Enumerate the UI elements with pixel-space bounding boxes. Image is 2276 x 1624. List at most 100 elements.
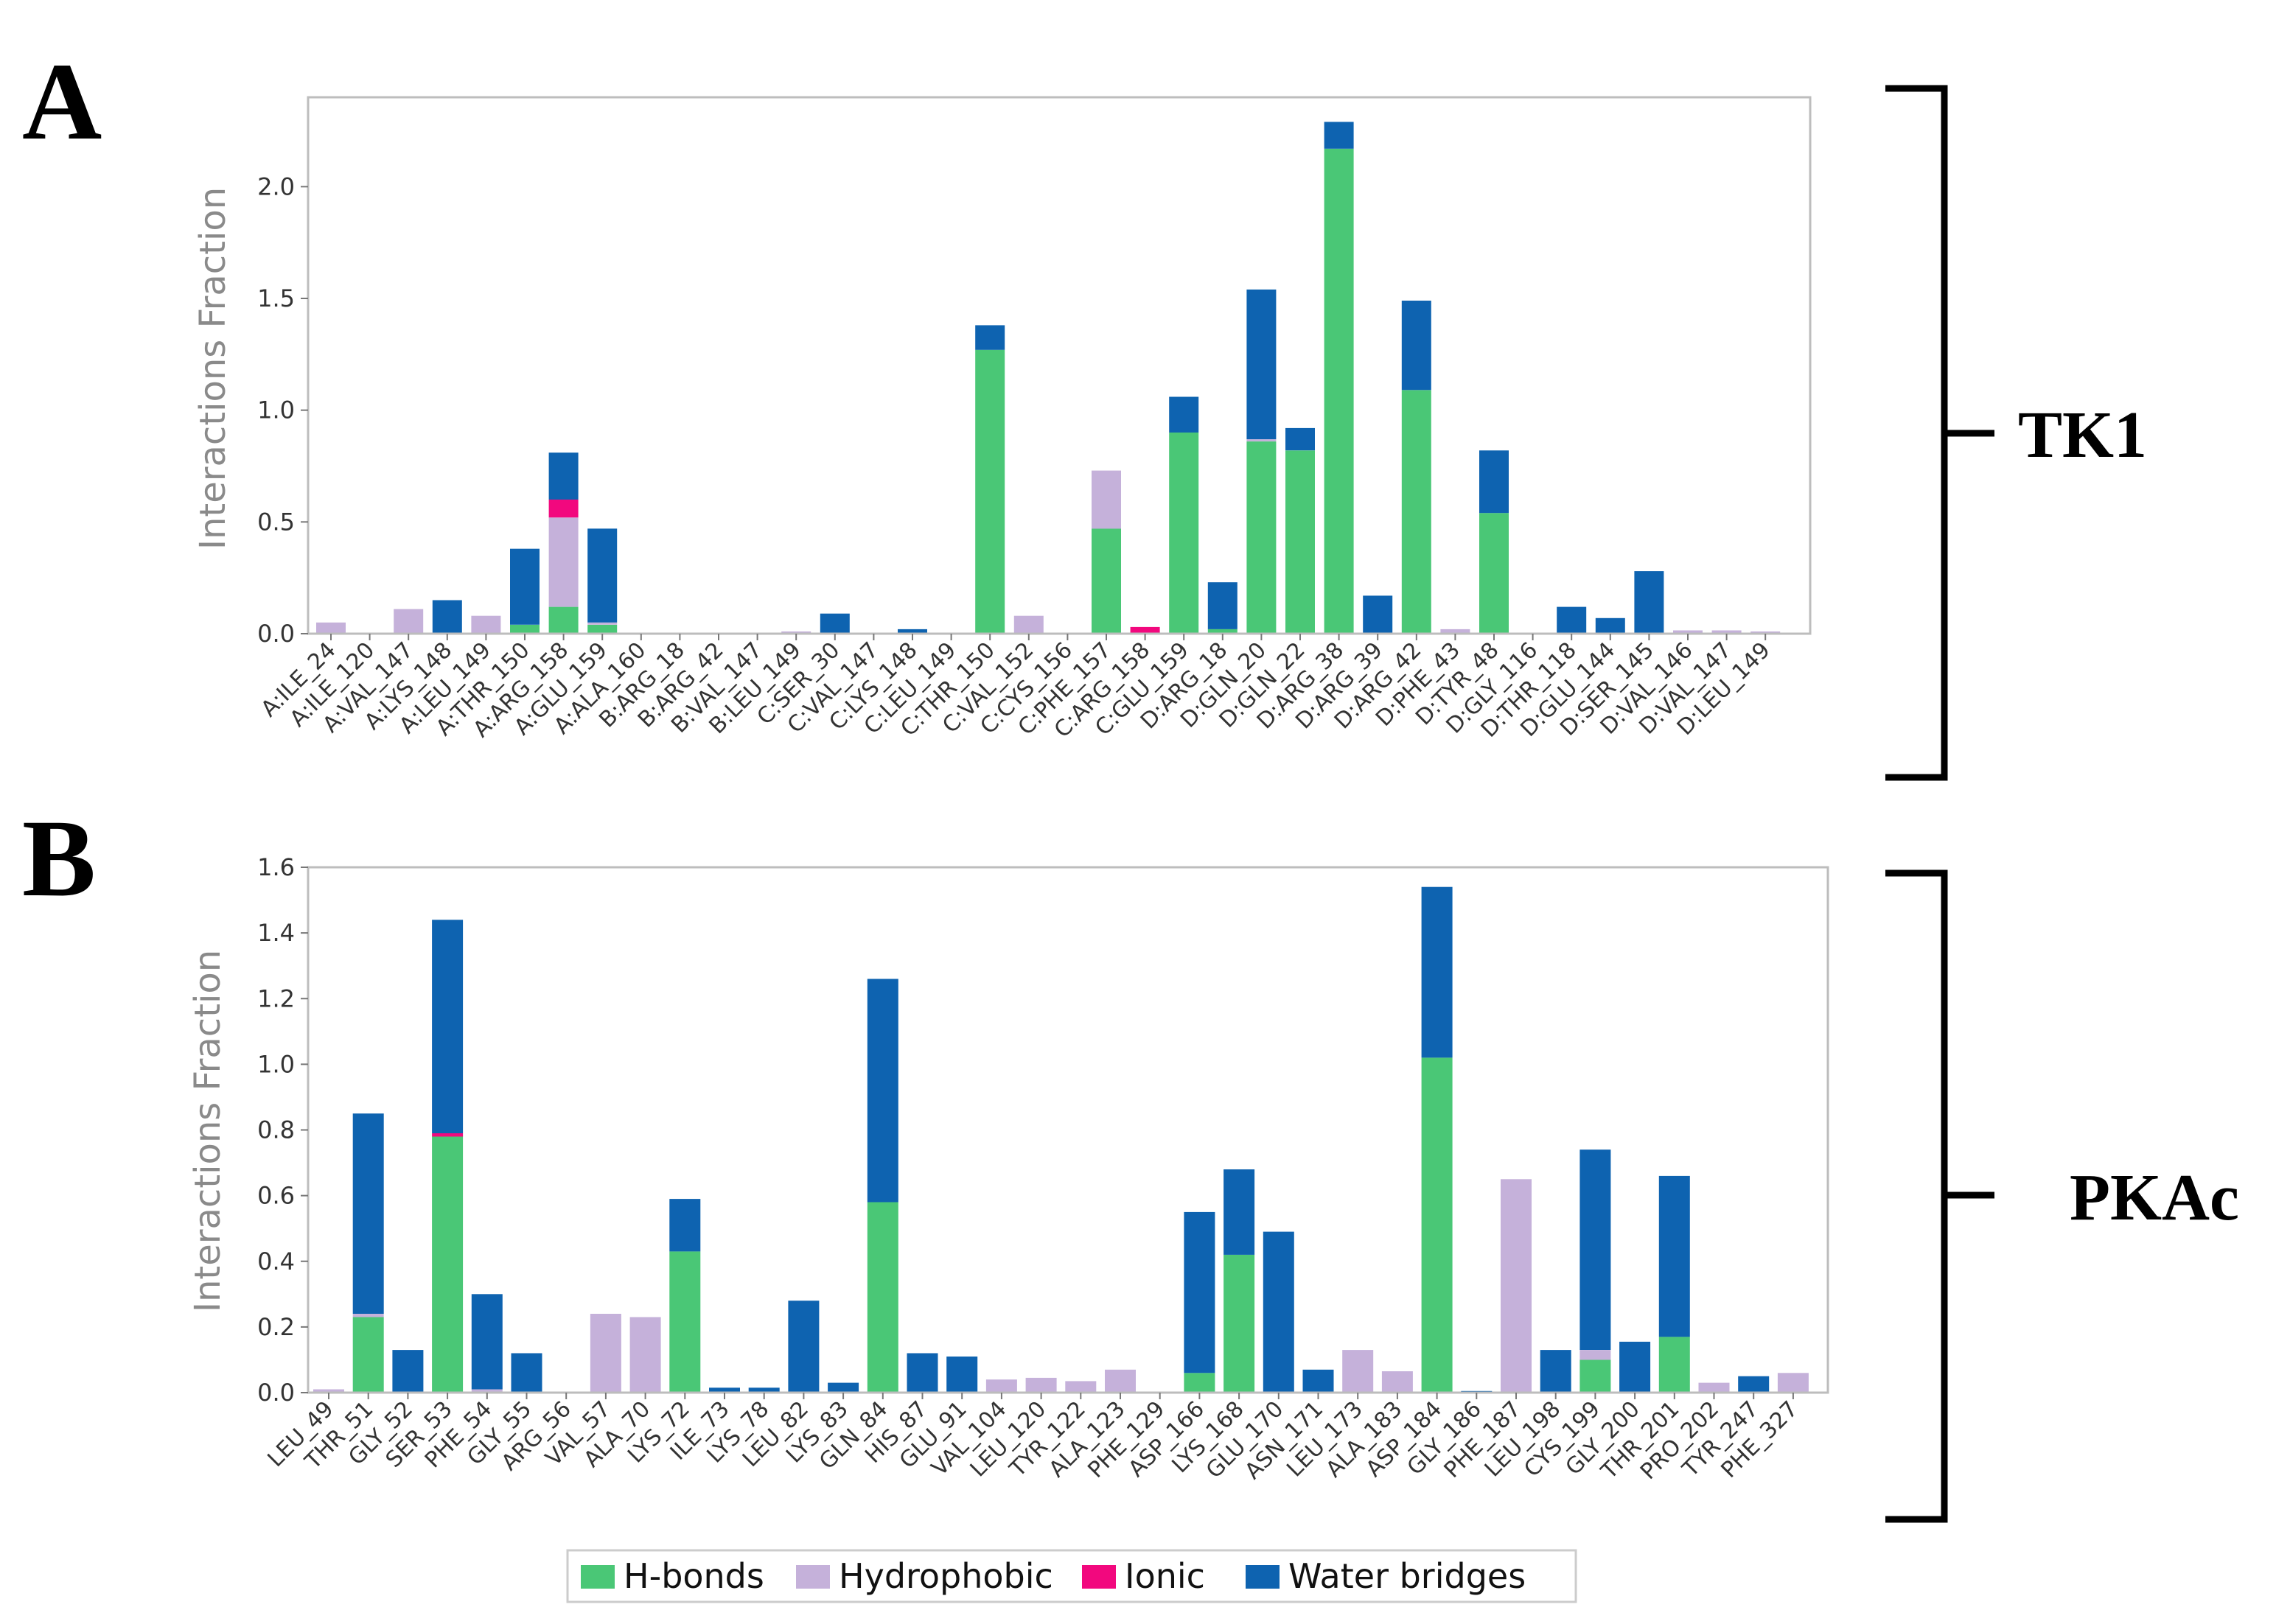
panel-a-bar-c-arg-158-ionic bbox=[1130, 626, 1160, 634]
panel-b-bar-ala-183-hydrophobic bbox=[1381, 1371, 1413, 1393]
panel-b-bar-ser-53-ionic bbox=[432, 1133, 464, 1137]
panel-b-bar-ser-53-hbonds bbox=[432, 1136, 464, 1393]
panel-b-y-tick-label: 0.0 bbox=[257, 1379, 295, 1407]
panel-b-bar-leu-198-water bbox=[1540, 1350, 1571, 1393]
panel-a-bar-d-gln-20-hydrophobic bbox=[1246, 439, 1277, 442]
legend-label-hydrophobic: Hydrophobic bbox=[839, 1556, 1053, 1596]
panel-b-bar-phe-54-water bbox=[471, 1294, 503, 1390]
panel-letter-b: B bbox=[22, 797, 96, 920]
panel-b-bracket bbox=[1885, 869, 1994, 1523]
panel-a-bars bbox=[316, 122, 1781, 634]
panel-a-bar-d-arg-42-water bbox=[1401, 301, 1431, 391]
panel-a-bar-c-ser-30-water bbox=[820, 613, 850, 634]
panel-b-y-tick-label: 0.2 bbox=[257, 1313, 295, 1341]
panel-a-bar-a-leu-149-hydrophobic bbox=[471, 615, 501, 634]
panel-b-bar-asp-166-water bbox=[1184, 1211, 1215, 1373]
panel-a-bar-d-arg-18-water bbox=[1207, 582, 1238, 629]
panel-a-bracket bbox=[1885, 85, 1994, 781]
panel-letter-a: A bbox=[22, 41, 102, 163]
panel-a-bar-c-val-152-hydrophobic bbox=[1013, 615, 1044, 634]
legend-swatch-hbonds bbox=[581, 1565, 615, 1589]
panel-b-bar-cys-199-water bbox=[1579, 1149, 1611, 1350]
panel-b-bar-leu-82-water bbox=[788, 1301, 820, 1393]
panel-b-bar-thr-51-hydrophobic bbox=[352, 1314, 384, 1317]
legend-label-hbonds: H-bonds bbox=[624, 1556, 764, 1596]
panel-b-bar-gln-84-hbonds bbox=[867, 1202, 898, 1393]
panel-b-bar-leu-49-hydrophobic bbox=[313, 1389, 344, 1393]
panel-b-bar-gly-200-water bbox=[1619, 1341, 1651, 1393]
panel-b-bar-lys-168-hbonds bbox=[1223, 1254, 1255, 1393]
legend: H-bonds Hydrophobic Ionic Water bridges bbox=[566, 1549, 1577, 1603]
panel-a-y-tick-label: 1.0 bbox=[257, 396, 295, 424]
panel-b-y-tick-label: 0.6 bbox=[257, 1182, 295, 1210]
panel-b-bar-leu-120-hydrophobic bbox=[1025, 1377, 1057, 1393]
panel-a-bar-c-phe-157-hydrophobic bbox=[1092, 470, 1121, 529]
panel-a-y-tick-label: 1.5 bbox=[257, 284, 295, 312]
panel-b-bar-ala-70-hydrophobic bbox=[629, 1317, 661, 1393]
panel-a-y-tick-label: 0.0 bbox=[257, 620, 295, 648]
panel-b-bar-thr-201-hbonds bbox=[1658, 1337, 1690, 1393]
legend-swatch-hydrophobic bbox=[796, 1565, 830, 1589]
panel-b-bar-lys-72-hbonds bbox=[669, 1251, 701, 1393]
panel-b-bar-tyr-122-hydrophobic bbox=[1065, 1381, 1097, 1393]
panel-b-bar-val-104-hydrophobic bbox=[985, 1379, 1017, 1393]
panel-a-bar-c-lys-148-water bbox=[898, 629, 927, 634]
panel-b-y-tick-label: 1.4 bbox=[257, 919, 295, 947]
panel-b-bar-his-87-water bbox=[907, 1353, 938, 1393]
panel-b-bar-thr-51-hbonds bbox=[352, 1317, 384, 1393]
panel-b-y-tick-label: 0.4 bbox=[257, 1247, 295, 1275]
panel-a-bar-a-glu-159-hbonds bbox=[587, 624, 618, 634]
panel-a-bar-c-thr-150-hbonds bbox=[975, 349, 1005, 634]
panel-b-bar-val-57-hydrophobic bbox=[590, 1314, 621, 1393]
panel-a-bar-a-thr-150-hbonds bbox=[510, 624, 540, 634]
panel-b-y-ticks: 0.0 0.2 0.4 0.6 0.8 1.0 1.2 1.4 1.6 bbox=[257, 853, 308, 1407]
panel-a-bar-d-gln-22-hbonds bbox=[1285, 450, 1315, 634]
panel-a-bar-d-glu-144-water bbox=[1595, 617, 1625, 634]
panel-a-bar-d-val-146-hydrophobic bbox=[1673, 630, 1703, 634]
panel-a-bar-a-val-147-hydrophobic bbox=[394, 609, 424, 634]
panel-b-bar-ser-53-water bbox=[432, 920, 464, 1133]
legend-label-ionic: Ionic bbox=[1125, 1556, 1205, 1596]
panel-a-bar-d-gln-22-water bbox=[1285, 427, 1315, 451]
panel-a-bar-d-arg-38-water bbox=[1324, 122, 1354, 149]
legend-swatch-water-bridges bbox=[1246, 1565, 1280, 1589]
panel-a-bar-a-glu-159-water bbox=[587, 528, 618, 623]
panel-b-bar-cys-199-hydrophobic bbox=[1579, 1350, 1611, 1360]
panel-a-y-axis-title: Interactions Fraction bbox=[192, 187, 234, 550]
panel-a-bar-d-arg-38-hbonds bbox=[1324, 148, 1354, 634]
panel-a-bar-a-thr-150-water bbox=[510, 548, 540, 625]
panel-b-bar-leu-173-hydrophobic bbox=[1342, 1350, 1374, 1393]
panel-a-bar-a-lys-148-water bbox=[432, 600, 462, 634]
panel-b-bar-tyr-247-water bbox=[1738, 1376, 1770, 1393]
panel-b-bar-thr-201-water bbox=[1658, 1175, 1690, 1337]
panel-b-bar-pro-202-hydrophobic bbox=[1698, 1382, 1730, 1393]
panel-b-y-tick-label: 1.6 bbox=[257, 853, 295, 881]
panel-a-bar-d-tyr-48-hbonds bbox=[1479, 513, 1509, 634]
panel-a-bar-c-glu-159-hbonds bbox=[1169, 433, 1199, 634]
panel-a-bar-d-arg-39-water bbox=[1363, 595, 1393, 634]
panel-a-bar-d-tyr-48-water bbox=[1479, 450, 1509, 514]
panel-b-bar-phe-54-hydrophobic bbox=[471, 1389, 503, 1393]
panel-a-plot-frame bbox=[307, 96, 1812, 635]
panel-b-bar-thr-51-water bbox=[352, 1113, 384, 1314]
panel-b-bar-ile-73-water bbox=[709, 1387, 740, 1393]
panel-a-bar-d-gln-20-hbonds bbox=[1246, 441, 1277, 634]
panel-b-bar-gly-55-water bbox=[511, 1353, 542, 1393]
panel-b-bar-gln-84-water bbox=[867, 979, 898, 1203]
panel-b-bars bbox=[313, 886, 1809, 1393]
panel-b-bar-cys-199-hbonds bbox=[1579, 1359, 1611, 1393]
panel-a-tk1: A Interactions Fraction 0.00.51.01.52.0 … bbox=[22, 41, 2147, 781]
panel-a-bar-a-arg-158-ionic bbox=[548, 500, 579, 518]
panel-b-bar-asp-166-hbonds bbox=[1184, 1373, 1215, 1393]
legend-label-water-bridges: Water bridges bbox=[1288, 1556, 1526, 1596]
panel-a-bar-c-glu-159-water bbox=[1169, 396, 1199, 433]
panel-b-y-axis-title: Interactions Fraction bbox=[187, 950, 228, 1312]
panel-a-bar-d-phe-43-hydrophobic bbox=[1440, 629, 1470, 634]
panel-b-bracket-label: PKAc bbox=[2070, 1161, 2239, 1234]
panel-b-y-tick-label: 1.2 bbox=[257, 984, 295, 1012]
panel-b-bar-gly-52-water bbox=[392, 1350, 424, 1393]
panel-a-bar-a-arg-158-water bbox=[548, 452, 579, 500]
panel-b-bar-ala-123-hydrophobic bbox=[1105, 1369, 1136, 1393]
panel-a-bar-d-arg-18-hbonds bbox=[1207, 629, 1238, 634]
